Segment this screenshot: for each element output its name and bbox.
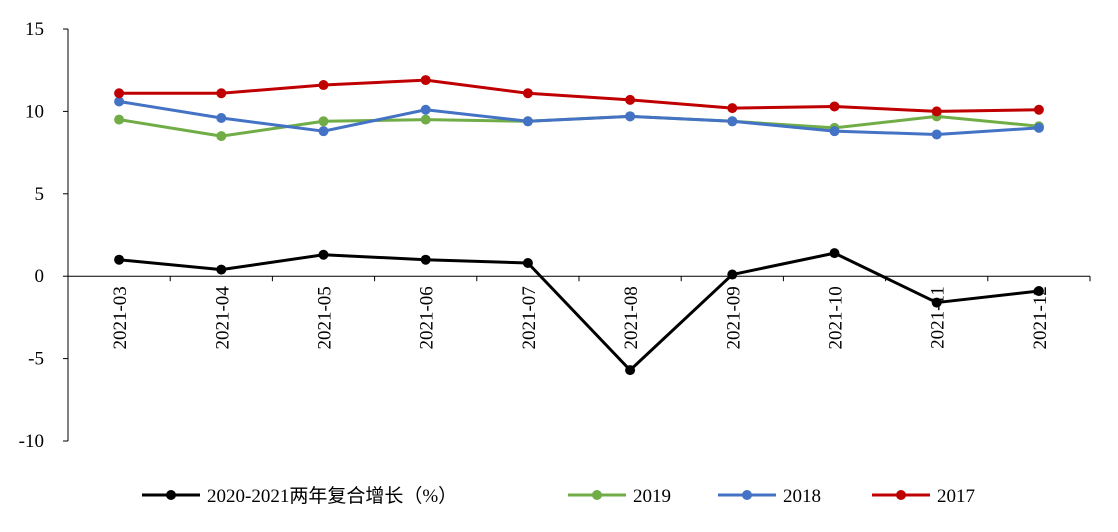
data-point xyxy=(420,254,431,265)
legend-swatch-marker xyxy=(592,490,602,500)
legend-item: 2020-2021两年复合增长（%） xyxy=(142,485,457,507)
series-line xyxy=(118,251,1040,372)
data-point xyxy=(522,258,533,269)
data-point xyxy=(1033,104,1044,115)
series-2018 xyxy=(114,96,1044,140)
data-point xyxy=(727,269,738,280)
x-tick-label: 2021-07 xyxy=(519,286,540,349)
legend-item: 2017 xyxy=(872,486,975,507)
y-tick-label: -5 xyxy=(28,349,44,370)
legend-label: 2019 xyxy=(633,486,671,507)
x-tick-label: 2021-06 xyxy=(417,286,438,349)
data-point xyxy=(931,129,942,140)
data-point xyxy=(931,297,942,308)
data-point xyxy=(318,249,329,260)
data-point xyxy=(727,116,738,127)
data-point xyxy=(216,112,227,123)
series-layer xyxy=(114,75,1044,376)
legend: 2020-2021两年复合增长（%） 2019 2018 2017 xyxy=(142,485,975,507)
data-point xyxy=(931,106,942,117)
series-growth xyxy=(114,248,1044,376)
data-point xyxy=(318,80,329,91)
data-point xyxy=(829,248,840,259)
y-tick-label: 0 xyxy=(35,266,45,287)
data-point xyxy=(420,104,431,115)
data-point xyxy=(829,101,840,112)
legend-label: 2020-2021两年复合增长（%） xyxy=(207,485,457,507)
data-point xyxy=(216,131,227,142)
data-point xyxy=(420,75,431,86)
y-tick-label: 5 xyxy=(35,184,45,205)
data-point xyxy=(114,114,125,125)
series-2019 xyxy=(114,111,1044,142)
y-tick-label: 15 xyxy=(25,19,44,40)
data-point xyxy=(114,96,125,107)
data-point xyxy=(522,116,533,127)
data-point xyxy=(1033,286,1044,297)
series-2017 xyxy=(114,75,1044,117)
data-point xyxy=(114,88,125,99)
x-tick-label: 2021-11 xyxy=(928,286,949,349)
x-tick-label: 2021-10 xyxy=(826,286,847,349)
x-tick-label: 2021-03 xyxy=(110,286,131,349)
legend-label: 2017 xyxy=(937,486,975,507)
data-point xyxy=(216,264,227,275)
y-tick-label: -10 xyxy=(19,431,44,452)
x-tick-label: 2021-08 xyxy=(621,286,642,349)
legend-label: 2018 xyxy=(783,486,821,507)
series-line xyxy=(119,78,1039,113)
data-point xyxy=(829,126,840,137)
y-tick-label: 10 xyxy=(25,101,44,122)
data-point xyxy=(216,88,227,99)
data-point xyxy=(318,126,329,137)
data-point xyxy=(625,111,636,122)
data-point xyxy=(727,103,738,114)
data-point xyxy=(625,365,636,376)
legend-swatch-marker xyxy=(742,490,752,500)
data-point xyxy=(625,94,636,105)
series-line xyxy=(118,100,1039,136)
data-point xyxy=(318,116,329,127)
x-tick-labels: 2021-03 2021-04 2021-05 2021-06 2021-07 2021-… xyxy=(110,286,1051,350)
legend-item: 2019 xyxy=(568,486,671,507)
data-point xyxy=(1033,122,1044,133)
x-tick-label: 2021-12 xyxy=(1030,286,1051,349)
x-tick-label: 2021-05 xyxy=(315,286,336,349)
legend-swatch-marker xyxy=(166,490,176,500)
data-point xyxy=(114,254,125,265)
data-point xyxy=(420,114,431,125)
legend-item: 2018 xyxy=(718,486,821,507)
chart-axes: -10 -5 0 5 10 15 xyxy=(19,19,1091,452)
legend-swatch-marker xyxy=(896,490,906,500)
x-tick-label: 2021-04 xyxy=(212,286,233,350)
x-tick-label: 2021-09 xyxy=(723,286,744,349)
data-point xyxy=(522,88,533,99)
